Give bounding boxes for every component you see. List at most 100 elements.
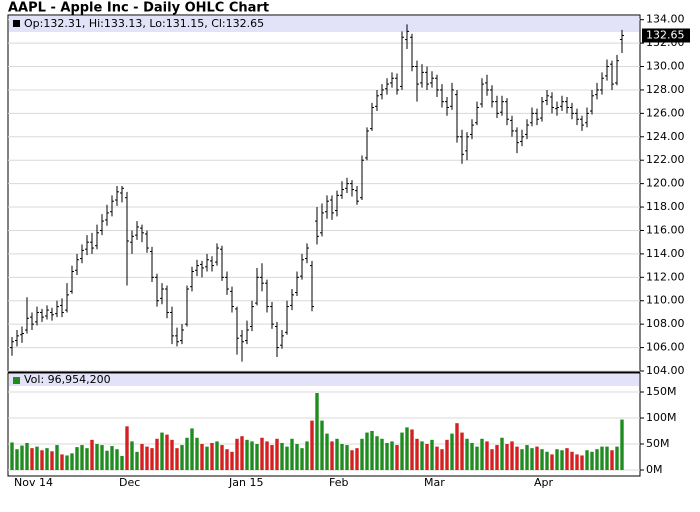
volume-bar bbox=[185, 437, 189, 471]
volume-bar bbox=[310, 420, 314, 471]
volume-bar bbox=[475, 446, 479, 471]
volume-bar bbox=[585, 450, 589, 471]
volume-bar bbox=[615, 446, 619, 471]
volume-bar bbox=[330, 441, 334, 471]
volume-bar bbox=[560, 450, 564, 471]
volume-bar bbox=[50, 451, 54, 471]
volume-bar bbox=[195, 437, 199, 471]
volume-bar bbox=[595, 449, 599, 471]
volume-bar bbox=[535, 446, 539, 471]
volume-bar bbox=[130, 441, 134, 471]
y-tick-label: 130.00 bbox=[646, 60, 685, 73]
chart-title: AAPL - Apple Inc - Daily OHLC Chart bbox=[8, 1, 269, 16]
x-tick-label: Apr bbox=[534, 476, 554, 489]
volume-bar bbox=[245, 439, 249, 471]
volume-bar bbox=[270, 445, 274, 471]
volume-bar bbox=[320, 420, 324, 471]
x-tick-label: Mar bbox=[424, 476, 445, 489]
volume-bar bbox=[235, 438, 239, 471]
volume-bar bbox=[410, 429, 414, 471]
volume-bar bbox=[355, 448, 359, 471]
last-value-box bbox=[642, 28, 690, 43]
volume-bar bbox=[610, 450, 614, 471]
volume-bar bbox=[210, 442, 214, 471]
volume-bar bbox=[505, 444, 509, 471]
volume-bar bbox=[35, 446, 39, 471]
volume-bar bbox=[430, 439, 434, 471]
volume-bar bbox=[60, 454, 64, 471]
volume-bar bbox=[125, 426, 129, 471]
volume-bar bbox=[75, 447, 79, 471]
y-tick-label: 114.00 bbox=[646, 247, 685, 260]
volume-bar bbox=[345, 445, 349, 471]
volume-bar bbox=[120, 455, 124, 471]
x-tick-label: Nov 14 bbox=[14, 476, 53, 489]
volume-bar bbox=[300, 448, 304, 471]
volume-bar bbox=[600, 446, 604, 471]
volume-bar bbox=[360, 438, 364, 471]
y-tick-label: 104.00 bbox=[646, 364, 685, 377]
volume-header: Vol: 96,954,200 bbox=[24, 373, 111, 386]
volume-bar bbox=[440, 449, 444, 471]
volume-bar bbox=[350, 450, 354, 471]
volume-bar bbox=[20, 445, 24, 471]
volume-bar bbox=[145, 446, 149, 471]
y-tick-label: 106.00 bbox=[646, 341, 685, 354]
volume-bar bbox=[265, 441, 269, 471]
volume-bar bbox=[455, 423, 459, 471]
volume-bar bbox=[90, 439, 94, 471]
volume-bar bbox=[525, 445, 529, 471]
volume-bar bbox=[510, 441, 514, 471]
volume-bar bbox=[545, 451, 549, 471]
price-header: Op:132.31, Hi:133.13, Lo:131.15, Cl:132.… bbox=[24, 17, 264, 30]
volume-bar bbox=[605, 446, 609, 471]
volume-bar bbox=[230, 451, 234, 471]
volume-tick-label: 50M bbox=[646, 437, 670, 450]
y-tick-label: 118.00 bbox=[646, 200, 685, 213]
x-tick-label: Jan 15 bbox=[228, 476, 263, 489]
volume-bar bbox=[140, 444, 144, 471]
volume-bar bbox=[400, 432, 404, 471]
volume-bar bbox=[480, 438, 484, 471]
x-tick-label: Dec bbox=[119, 476, 140, 489]
volume-bar bbox=[565, 448, 569, 471]
volume-bar bbox=[340, 444, 344, 471]
volume-bar bbox=[540, 449, 544, 471]
volume-bar bbox=[530, 448, 534, 471]
volume-bar bbox=[15, 449, 19, 471]
last-value-label: 132.65 bbox=[646, 28, 685, 41]
volume-bar bbox=[10, 442, 14, 471]
volume-bar bbox=[335, 438, 339, 471]
volume-bar bbox=[180, 445, 184, 471]
volume-bar bbox=[160, 432, 164, 471]
volume-bar bbox=[390, 441, 394, 471]
y-tick-label: 112.00 bbox=[646, 270, 685, 283]
volume-bar bbox=[200, 444, 204, 471]
volume-bar bbox=[370, 431, 374, 471]
volume-tick-label: 100M bbox=[646, 411, 677, 424]
y-tick-label: 122.00 bbox=[646, 153, 685, 166]
volume-bar bbox=[40, 450, 44, 471]
volume-bar bbox=[405, 427, 409, 471]
volume-bar bbox=[170, 439, 174, 471]
volume-bar bbox=[165, 434, 169, 471]
volume-bar bbox=[445, 439, 449, 471]
volume-bar bbox=[415, 438, 419, 471]
volume-bar bbox=[255, 444, 259, 471]
volume-bar bbox=[155, 438, 159, 471]
volume-bar bbox=[115, 449, 119, 471]
y-tick-label: 128.00 bbox=[646, 83, 685, 96]
volume-bar bbox=[380, 438, 384, 471]
volume-bar bbox=[305, 441, 309, 471]
volume-bar bbox=[285, 446, 289, 471]
volume-bar bbox=[85, 448, 89, 471]
volume-bar bbox=[215, 441, 219, 471]
volume-bar bbox=[325, 433, 329, 471]
volume-bar bbox=[135, 451, 139, 471]
volume-bar bbox=[460, 432, 464, 471]
volume-bar bbox=[175, 448, 179, 471]
volume-bar bbox=[290, 438, 294, 471]
volume-bar bbox=[240, 436, 244, 471]
volume-bar bbox=[260, 437, 264, 471]
